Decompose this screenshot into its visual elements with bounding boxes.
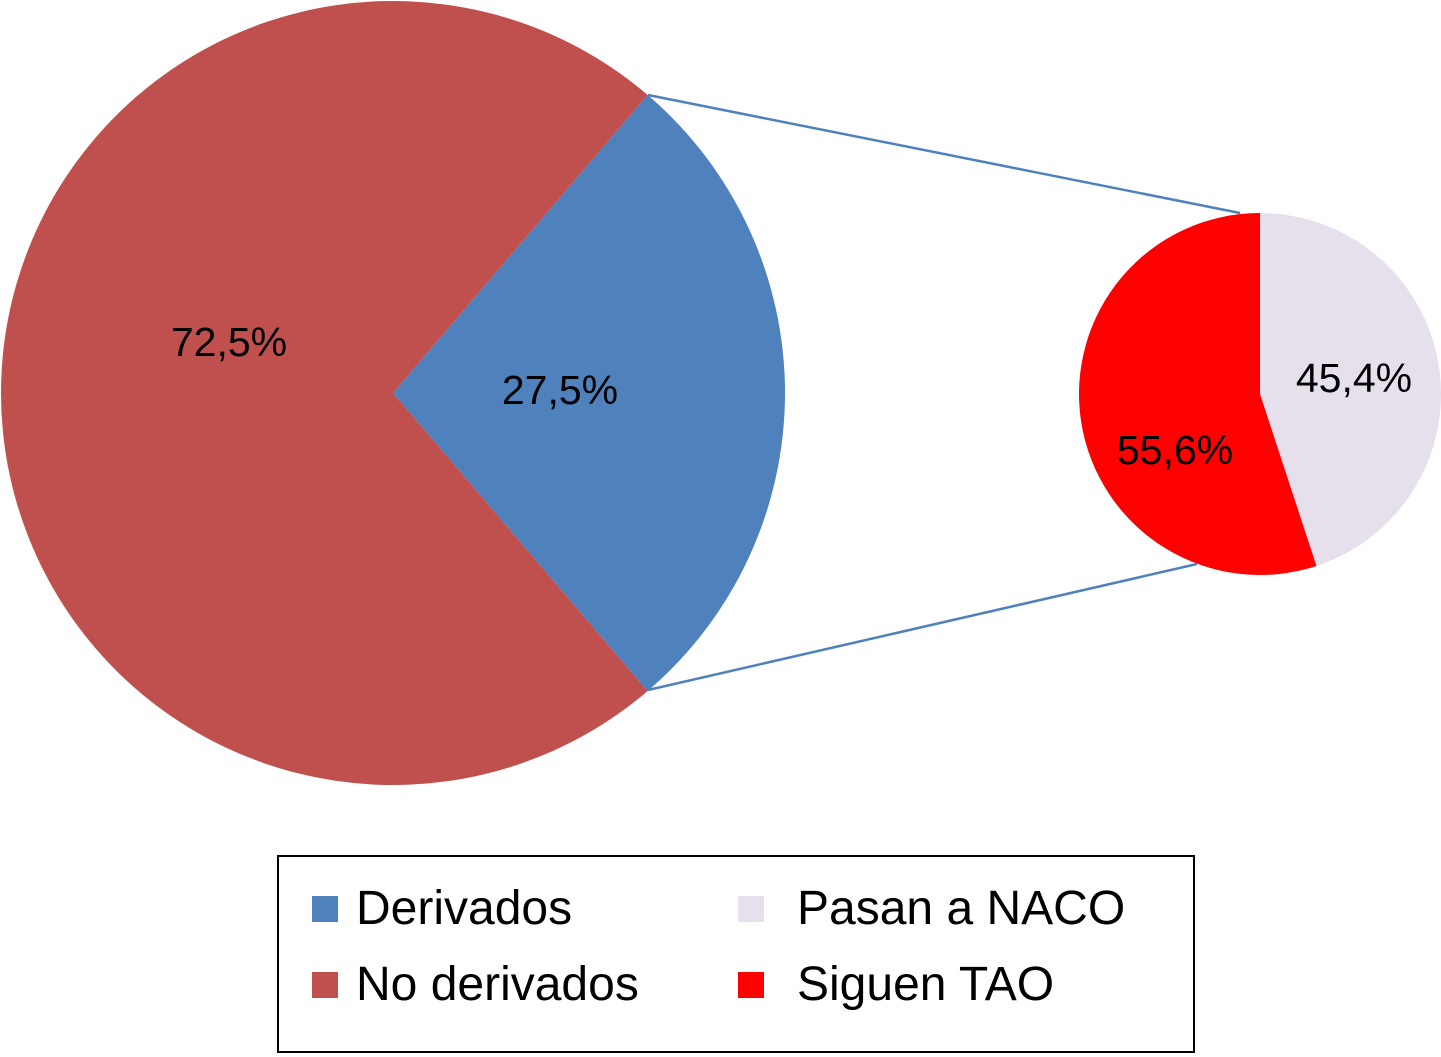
legend-label: No derivados xyxy=(356,958,639,1011)
slice-derivados xyxy=(393,94,785,692)
slice-siguen-tao xyxy=(1079,213,1317,575)
legend-swatch-derivados xyxy=(312,895,338,922)
slice-no-derivados xyxy=(0,0,648,785)
legend-label: Siguen TAO xyxy=(797,958,1055,1011)
data-label-pasan-a-naco: 45,4% xyxy=(1296,355,1412,401)
legend-item-pasan-a-naco: Pasan a NACO xyxy=(738,881,1125,936)
legend-swatch-pasan-a-naco xyxy=(738,895,764,922)
legend: Derivados No derivados Pasan a NACO Sigu… xyxy=(277,855,1195,1053)
data-label-derivados: 27,5% xyxy=(502,367,618,413)
legend-item-siguen-tao: Siguen TAO xyxy=(738,957,1054,1012)
slice-pasan-a-naco xyxy=(1260,212,1441,566)
legend-item-no-derivados: No derivados xyxy=(312,957,639,1012)
legend-label: Derivados xyxy=(356,882,573,935)
connector-line-top xyxy=(647,93,1241,215)
data-label-siguen-tao: 55,6% xyxy=(1117,427,1233,473)
connector-line-bottom xyxy=(647,562,1198,692)
legend-swatch-siguen-tao xyxy=(738,971,764,998)
legend-label: Pasan a NACO xyxy=(797,882,1126,935)
legend-item-derivados: Derivados xyxy=(312,881,572,936)
legend-swatch-no-derivados xyxy=(312,971,338,998)
data-label-no-derivados: 72,5% xyxy=(171,319,287,365)
